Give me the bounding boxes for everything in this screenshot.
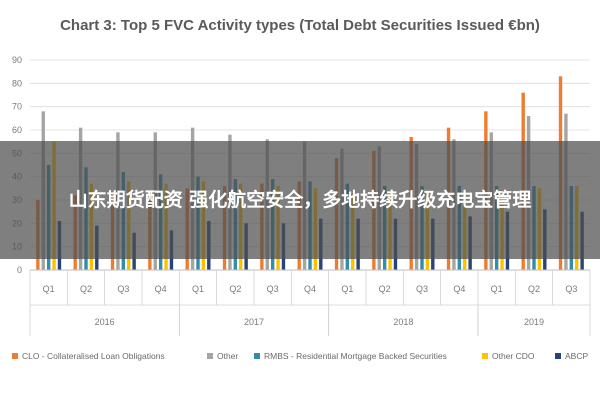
legend-swatch bbox=[482, 353, 488, 359]
x-tick-label: Q4 bbox=[453, 284, 465, 294]
y-tick-label: 70 bbox=[12, 102, 22, 112]
x-tick-label: Q2 bbox=[80, 284, 92, 294]
x-tick-label: Q3 bbox=[117, 284, 129, 294]
x-tick-label: Q1 bbox=[341, 284, 353, 294]
y-tick-label: 90 bbox=[12, 55, 22, 65]
year-label: 2017 bbox=[244, 317, 264, 327]
banner-headline: 山东期货配资 强化航空安全，多地持续升级充电宝管理 bbox=[68, 189, 532, 211]
legend-label: Other bbox=[217, 351, 238, 361]
legend-label: ABCP bbox=[565, 351, 588, 361]
year-label: 2018 bbox=[393, 317, 413, 327]
x-tick-label: Q3 bbox=[267, 284, 279, 294]
x-tick-label: Q4 bbox=[155, 284, 167, 294]
y-tick-label: 80 bbox=[12, 78, 22, 88]
x-tick-label: Q4 bbox=[304, 284, 316, 294]
x-tick-label: Q1 bbox=[192, 284, 204, 294]
legend-label: CLO - Collateralised Loan Obligations bbox=[22, 351, 165, 361]
year-label: 2016 bbox=[95, 317, 115, 327]
legend-swatch bbox=[254, 353, 260, 359]
legend-label: Other CDO bbox=[492, 351, 535, 361]
x-tick-label: Q3 bbox=[565, 284, 577, 294]
x-tick-label: Q2 bbox=[528, 284, 540, 294]
year-label: 2019 bbox=[524, 317, 544, 327]
x-tick-label: Q3 bbox=[416, 284, 428, 294]
legend-swatch bbox=[207, 353, 213, 359]
x-tick-label: Q1 bbox=[43, 284, 55, 294]
x-tick-label: Q1 bbox=[491, 284, 503, 294]
legend: CLO - Collateralised Loan Obligations Oth… bbox=[12, 351, 588, 361]
legend-label: RMBS - Residential Mortgage Backed Secur… bbox=[264, 351, 447, 361]
y-tick-label: 0 bbox=[17, 265, 22, 275]
y-tick-label: 60 bbox=[12, 125, 22, 135]
banner-overlay: 山东期货配资 强化航空安全，多地持续升级充电宝管理 bbox=[0, 141, 600, 259]
x-tick-label: Q2 bbox=[379, 284, 391, 294]
chart-title: Chart 3: Top 5 FVC Activity types (Total… bbox=[60, 17, 540, 34]
legend-swatch bbox=[555, 353, 561, 359]
legend-swatch bbox=[12, 353, 18, 359]
x-tick-label: Q2 bbox=[229, 284, 241, 294]
